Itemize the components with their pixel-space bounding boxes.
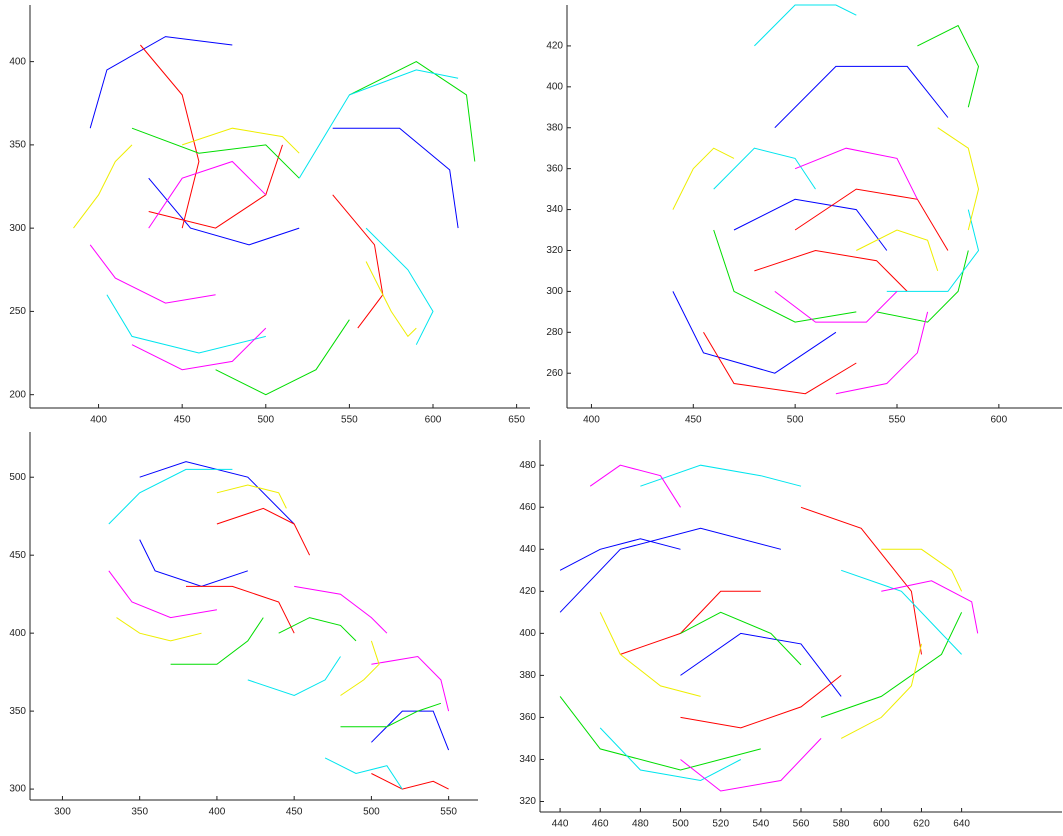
y-tick-label: 450 xyxy=(9,550,26,561)
x-tick-label: 560 xyxy=(793,819,810,830)
x-tick-label: 550 xyxy=(440,807,457,818)
x-tick-label: 460 xyxy=(592,819,609,830)
trajectory xyxy=(170,617,442,728)
trajectory xyxy=(672,127,980,272)
y-tick-label: 360 xyxy=(519,712,536,723)
y-tick-label: 500 xyxy=(9,472,26,483)
trajectory xyxy=(713,4,980,292)
trajectory xyxy=(108,468,403,790)
x-tick-label: 440 xyxy=(552,819,569,830)
trajectory xyxy=(139,461,450,751)
y-tick-label: 340 xyxy=(546,204,563,215)
x-tick-label: 350 xyxy=(131,807,148,818)
y-tick-label: 250 xyxy=(9,306,26,317)
y-tick-label: 440 xyxy=(519,544,536,555)
x-tick-label: 520 xyxy=(712,819,729,830)
trajectory xyxy=(140,44,384,329)
x-tick-label: 600 xyxy=(991,415,1008,426)
trajectory xyxy=(89,36,459,246)
x-tick-label: 550 xyxy=(341,415,358,426)
y-tick-label: 300 xyxy=(9,223,26,234)
y-tick-label: 400 xyxy=(519,628,536,639)
trajectory xyxy=(73,127,417,338)
trajectory xyxy=(559,527,842,697)
x-tick-label: 540 xyxy=(753,819,770,830)
panel: 440 460 480 500 520 540 560 580 600 620 640 320 340 3… xyxy=(519,440,1062,830)
y-tick-label: 460 xyxy=(519,502,536,513)
y-tick-label: 320 xyxy=(519,796,536,807)
trajectory xyxy=(116,484,380,696)
trajectory xyxy=(599,548,963,739)
y-tick-label: 260 xyxy=(546,368,563,379)
y-tick-label: 400 xyxy=(546,81,563,92)
panel: 300 350 400 450 500 550 300 350 400 450 500 xyxy=(9,432,478,818)
x-tick-label: 400 xyxy=(209,807,226,818)
trajectory xyxy=(599,464,962,782)
x-tick-label: 480 xyxy=(632,819,649,830)
x-tick-label: 500 xyxy=(787,415,804,426)
trajectory xyxy=(108,570,450,712)
y-tick-label: 280 xyxy=(546,327,563,338)
y-tick-label: 320 xyxy=(546,245,563,256)
x-tick-label: 400 xyxy=(90,415,107,426)
x-tick-label: 300 xyxy=(54,807,71,818)
y-tick-label: 380 xyxy=(546,122,563,133)
x-tick-label: 500 xyxy=(672,819,689,830)
y-tick-label: 350 xyxy=(9,706,26,717)
x-tick-label: 650 xyxy=(508,415,525,426)
trajectory xyxy=(672,65,949,374)
y-tick-label: 340 xyxy=(519,754,536,765)
trajectory xyxy=(713,24,980,323)
x-tick-label: 600 xyxy=(873,819,890,830)
x-tick-label: 450 xyxy=(685,415,702,426)
y-tick-label: 400 xyxy=(9,628,26,639)
y-tick-label: 380 xyxy=(519,670,536,681)
trajectory xyxy=(131,61,476,396)
panel: 400 450 500 550 600 650 200 250 300 350 400 xyxy=(9,5,530,426)
y-tick-label: 300 xyxy=(546,286,563,297)
x-tick-label: 500 xyxy=(257,415,274,426)
y-tick-label: 400 xyxy=(9,56,26,67)
y-tick-label: 350 xyxy=(9,140,26,151)
trajectory xyxy=(703,188,949,395)
x-tick-label: 550 xyxy=(889,415,906,426)
x-tick-label: 500 xyxy=(363,807,380,818)
trajectory xyxy=(106,69,459,354)
trajectory xyxy=(186,507,449,790)
y-tick-label: 420 xyxy=(546,41,563,52)
x-tick-label: 450 xyxy=(174,415,191,426)
x-tick-label: 450 xyxy=(286,807,303,818)
trajectory xyxy=(559,611,963,771)
x-tick-label: 580 xyxy=(833,819,850,830)
trajectory xyxy=(774,147,929,395)
y-tick-label: 360 xyxy=(546,163,563,174)
trajectory xyxy=(89,160,267,371)
trajectory xyxy=(589,464,979,792)
x-tick-label: 640 xyxy=(953,819,970,830)
y-tick-label: 480 xyxy=(519,460,536,471)
trajectory xyxy=(620,506,922,729)
x-tick-label: 400 xyxy=(583,415,600,426)
panel: 400 450 500 550 600 260 280 300 320 340 360 380 400 4… xyxy=(546,4,1062,426)
y-tick-label: 420 xyxy=(519,586,536,597)
y-tick-label: 200 xyxy=(9,389,26,400)
x-tick-label: 600 xyxy=(425,415,442,426)
x-tick-label: 620 xyxy=(913,819,930,830)
y-tick-label: 300 xyxy=(9,784,26,795)
